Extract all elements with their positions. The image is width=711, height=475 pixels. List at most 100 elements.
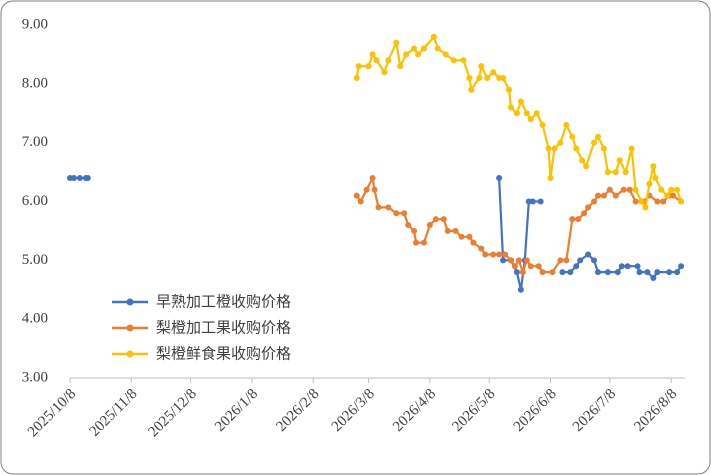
- data-point: [539, 122, 546, 129]
- data-point: [573, 145, 580, 152]
- data-point: [365, 63, 372, 70]
- data-point: [411, 45, 418, 52]
- data-point: [381, 69, 388, 76]
- data-point: [513, 110, 520, 117]
- data-point: [563, 257, 570, 264]
- data-point: [507, 104, 514, 111]
- data-point: [393, 39, 400, 46]
- data-point: [466, 74, 473, 81]
- data-point: [458, 233, 465, 240]
- data-point: [470, 239, 477, 246]
- data-point: [678, 198, 685, 205]
- data-point: [591, 257, 598, 264]
- data-point: [397, 63, 404, 70]
- data-point: [591, 139, 598, 146]
- data-point: [594, 133, 601, 140]
- data-point: [557, 139, 564, 146]
- data-point: [573, 263, 580, 270]
- data-point: [355, 63, 362, 70]
- data-point: [440, 216, 447, 223]
- data-point: [591, 198, 598, 205]
- data-point: [460, 57, 467, 64]
- data-point: [674, 186, 681, 193]
- data-point: [557, 257, 564, 264]
- data-point: [600, 145, 607, 152]
- data-point: [616, 157, 623, 164]
- data-point: [523, 257, 530, 264]
- data-point: [375, 204, 382, 211]
- data-point: [84, 174, 91, 181]
- data-point: [490, 69, 497, 76]
- data-point: [606, 186, 613, 193]
- data-point: [527, 116, 534, 123]
- data-point: [517, 98, 524, 105]
- data-point: [620, 186, 627, 193]
- data-point: [577, 257, 584, 264]
- data-point: [506, 86, 513, 93]
- data-point: [420, 239, 427, 246]
- y-tick-label: 3.00: [22, 369, 48, 385]
- legend-marker: [126, 298, 134, 306]
- data-point: [545, 145, 552, 152]
- data-point: [353, 192, 360, 199]
- data-point: [500, 257, 507, 264]
- y-tick-label: 9.00: [22, 16, 48, 32]
- data-point: [569, 133, 576, 140]
- data-point: [496, 251, 503, 258]
- legend-marker: [126, 324, 134, 332]
- data-point: [594, 192, 601, 199]
- data-point: [401, 210, 408, 217]
- data-point: [70, 174, 77, 181]
- data-point: [660, 198, 667, 205]
- data-point: [600, 192, 607, 199]
- data-point: [426, 222, 433, 229]
- data-point: [654, 269, 661, 276]
- data-point: [636, 269, 643, 276]
- data-point: [622, 169, 629, 176]
- data-point: [666, 269, 673, 276]
- data-point: [369, 174, 376, 181]
- data-point: [612, 192, 619, 199]
- data-point: [581, 210, 588, 217]
- data-point: [618, 263, 625, 270]
- data-point: [638, 198, 645, 205]
- data-point: [363, 186, 370, 193]
- data-point: [634, 263, 641, 270]
- data-point: [644, 269, 651, 276]
- data-point: [654, 198, 661, 205]
- legend-label: 梨橙鲜食果收购价格: [156, 345, 291, 363]
- data-point: [478, 245, 485, 252]
- data-point: [533, 110, 540, 117]
- data-point: [478, 63, 485, 70]
- data-point: [420, 45, 427, 52]
- data-point: [413, 239, 420, 246]
- data-point: [624, 263, 631, 270]
- data-point: [537, 198, 544, 205]
- data-point: [468, 86, 475, 93]
- data-point: [652, 174, 659, 181]
- data-point: [529, 198, 536, 205]
- data-point: [527, 263, 534, 270]
- data-point: [614, 269, 621, 276]
- data-point: [658, 186, 665, 193]
- data-point: [642, 204, 649, 211]
- data-point: [490, 251, 497, 258]
- data-point: [668, 186, 675, 193]
- data-point: [511, 263, 518, 270]
- data-point: [579, 157, 586, 164]
- data-point: [646, 180, 653, 187]
- legend-label: 早熟加工橙收购价格: [156, 293, 291, 311]
- data-point: [432, 216, 439, 223]
- data-point: [430, 33, 437, 40]
- data-point: [466, 233, 473, 240]
- data-point: [442, 51, 449, 58]
- y-tick-label: 6.00: [22, 193, 48, 209]
- data-point: [664, 192, 671, 199]
- data-point: [357, 198, 364, 205]
- data-point: [650, 274, 657, 281]
- data-point: [604, 269, 611, 276]
- data-point: [452, 227, 459, 234]
- data-point: [551, 145, 558, 152]
- data-point: [612, 169, 619, 176]
- data-point: [415, 51, 422, 58]
